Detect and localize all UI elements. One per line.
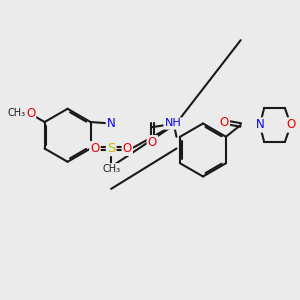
Text: O: O — [26, 107, 35, 120]
Text: N: N — [255, 118, 264, 131]
Text: O: O — [123, 142, 132, 155]
Text: N: N — [255, 118, 264, 131]
Text: O: O — [286, 118, 296, 131]
Text: N: N — [107, 117, 116, 130]
Text: O: O — [286, 118, 296, 131]
Text: CH₃: CH₃ — [8, 108, 26, 118]
Text: O: O — [26, 107, 35, 120]
Text: N: N — [107, 117, 116, 130]
Text: O: O — [148, 136, 157, 149]
Text: O: O — [148, 136, 157, 149]
Text: S: S — [107, 142, 115, 155]
Text: O: O — [90, 142, 100, 155]
Text: O: O — [90, 142, 100, 155]
Text: S: S — [107, 142, 115, 155]
Text: CH₃: CH₃ — [102, 164, 120, 174]
Text: NH: NH — [165, 118, 181, 128]
Text: O: O — [220, 116, 229, 128]
Text: NH: NH — [165, 118, 181, 128]
Text: O: O — [123, 142, 132, 155]
Text: CH₃: CH₃ — [102, 164, 120, 174]
Text: CH₃: CH₃ — [8, 108, 26, 118]
Text: O: O — [220, 116, 229, 128]
